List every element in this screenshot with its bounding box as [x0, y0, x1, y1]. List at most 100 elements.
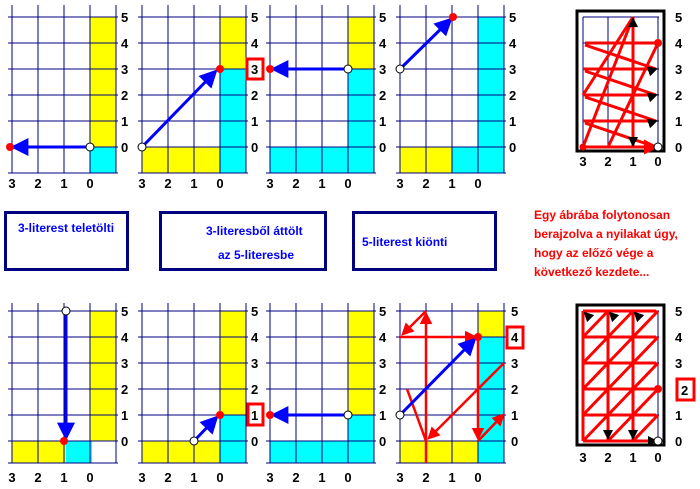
svg-text:5: 5 — [121, 304, 128, 319]
svg-text:3: 3 — [121, 62, 128, 77]
bottom-y-ticks: 5 4 3 2 1 0 5 4 3 2 0 5 4 3 2 1 0 5 3 2 1 0 — [121, 304, 518, 449]
svg-text:3: 3 — [121, 356, 128, 371]
svg-text:1: 1 — [121, 114, 128, 129]
note-line-1: Egy ábrába folytonosan — [534, 208, 671, 222]
svg-text:3: 3 — [509, 62, 516, 77]
svg-text:4: 4 — [251, 330, 259, 345]
panel-top-1 — [6, 5, 118, 174]
svg-text:0: 0 — [654, 450, 661, 465]
svg-text:2: 2 — [292, 470, 299, 485]
svg-text:1: 1 — [60, 176, 67, 191]
svg-text:0: 0 — [251, 434, 258, 449]
svg-text:5: 5 — [511, 304, 518, 319]
svg-text:5: 5 — [379, 10, 386, 25]
explanation-note: Egy ábrába folytonosan berajzolva a nyil… — [534, 206, 700, 282]
panel-top-2 — [137, 5, 248, 174]
svg-text:3: 3 — [266, 470, 273, 485]
svg-text:0: 0 — [344, 176, 351, 191]
svg-text:5: 5 — [675, 10, 682, 25]
svg-text:5: 5 — [379, 304, 386, 319]
svg-text:4: 4 — [509, 36, 517, 51]
svg-text:2: 2 — [251, 88, 258, 103]
legend-transfer-label-2: az 5-literesbe — [218, 248, 295, 262]
note-line-2: berajzolva a nyilakat úgy, — [534, 227, 678, 241]
svg-text:2: 2 — [292, 176, 299, 191]
svg-text:2: 2 — [422, 176, 429, 191]
svg-text:3: 3 — [138, 176, 145, 191]
panel-bottom-3 — [266, 303, 376, 464]
top-x-ticks: 3 2 1 0 3 2 1 0 3 2 1 0 3 2 1 0 — [8, 176, 481, 191]
svg-text:5: 5 — [251, 10, 258, 25]
svg-text:2: 2 — [604, 154, 611, 169]
svg-text:1: 1 — [629, 154, 636, 169]
svg-text:3: 3 — [511, 356, 518, 371]
svg-text:0: 0 — [675, 140, 682, 155]
svg-text:0: 0 — [251, 140, 258, 155]
svg-text:0: 0 — [86, 470, 93, 485]
svg-text:2: 2 — [121, 88, 128, 103]
svg-text:1: 1 — [251, 114, 258, 129]
svg-text:0: 0 — [216, 176, 223, 191]
svg-text:1: 1 — [121, 408, 128, 423]
legend-empty-box — [352, 211, 497, 271]
svg-text:1: 1 — [509, 114, 516, 129]
svg-text:1: 1 — [448, 470, 455, 485]
svg-text:5: 5 — [121, 10, 128, 25]
svg-text:4: 4 — [121, 330, 129, 345]
summary-panel-top — [575, 9, 666, 155]
svg-text:1: 1 — [511, 408, 518, 423]
svg-text:3: 3 — [8, 176, 15, 191]
summary-top-ticks: 5 4 3 2 1 0 3 2 1 0 — [579, 10, 683, 169]
svg-text:4: 4 — [251, 36, 259, 51]
svg-text:5: 5 — [675, 304, 682, 319]
svg-text:0: 0 — [509, 140, 516, 155]
svg-text:4: 4 — [675, 36, 683, 51]
svg-text:0: 0 — [474, 176, 481, 191]
svg-text:4: 4 — [379, 36, 387, 51]
callout-bottom-1-box — [246, 402, 265, 427]
svg-text:4: 4 — [675, 330, 683, 345]
svg-text:2: 2 — [251, 382, 258, 397]
panel-bottom-1 — [8, 303, 118, 464]
svg-text:0: 0 — [675, 434, 682, 449]
panel-bottom-2 — [138, 303, 248, 464]
svg-text:2: 2 — [121, 382, 128, 397]
callout-top-3-box — [245, 57, 265, 81]
svg-text:1: 1 — [629, 450, 636, 465]
callout-bottom-1: 1 — [251, 408, 258, 423]
svg-text:2: 2 — [379, 88, 386, 103]
svg-text:1: 1 — [379, 114, 386, 129]
svg-text:1: 1 — [190, 176, 197, 191]
svg-text:3: 3 — [379, 356, 386, 371]
legend-empty-label: 5-literest kiönti — [362, 235, 448, 249]
callout-right-bottom-box — [675, 377, 696, 402]
svg-text:2: 2 — [675, 88, 682, 103]
bottom-x-ticks: 3 2 1 0 3 2 1 0 3 2 1 0 3 2 1 0 — [8, 470, 481, 485]
svg-text:0: 0 — [216, 470, 223, 485]
panel-top-3 — [266, 5, 376, 174]
svg-text:1: 1 — [318, 176, 325, 191]
legend-fill-box — [4, 211, 129, 271]
svg-text:0: 0 — [379, 140, 386, 155]
svg-text:0: 0 — [344, 470, 351, 485]
svg-text:1: 1 — [318, 470, 325, 485]
svg-text:5: 5 — [251, 304, 258, 319]
svg-text:1: 1 — [379, 408, 386, 423]
summary-panel-bottom — [575, 303, 666, 447]
svg-text:2: 2 — [511, 382, 518, 397]
svg-text:1: 1 — [448, 176, 455, 191]
svg-text:2: 2 — [164, 176, 171, 191]
svg-text:2: 2 — [509, 88, 516, 103]
svg-text:2: 2 — [34, 470, 41, 485]
svg-text:2: 2 — [604, 450, 611, 465]
svg-text:1: 1 — [190, 470, 197, 485]
svg-text:0: 0 — [121, 434, 128, 449]
svg-text:4: 4 — [121, 36, 129, 51]
callout-bottom-4-box — [505, 325, 525, 350]
svg-text:3: 3 — [675, 356, 682, 371]
svg-text:4: 4 — [379, 330, 387, 345]
svg-text:1: 1 — [60, 470, 67, 485]
svg-text:5: 5 — [509, 10, 516, 25]
svg-text:3: 3 — [675, 62, 682, 77]
